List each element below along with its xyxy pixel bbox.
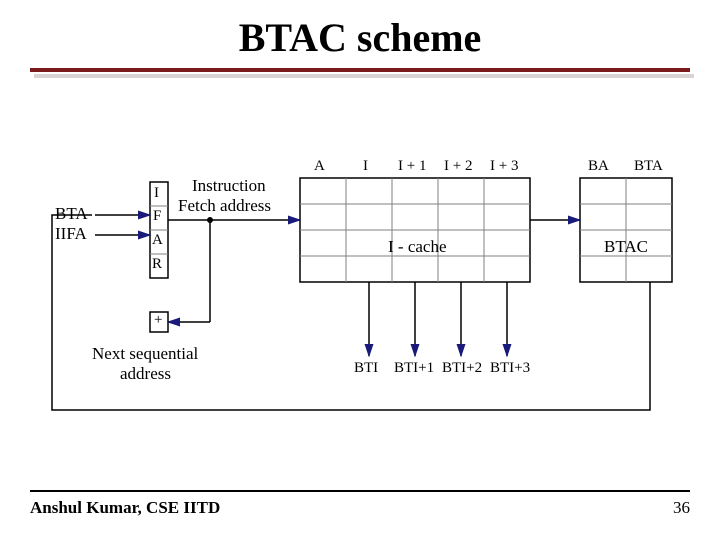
plus-label: + [154, 312, 162, 329]
icache-col-4: I + 3 [490, 158, 518, 175]
diagram-svg [0, 0, 720, 540]
bti-1: BTI+1 [394, 360, 434, 377]
btac-col-1: BTA [634, 158, 663, 175]
footer-author: Anshul Kumar, CSE IITD [30, 498, 220, 518]
btac-col-0: BA [588, 158, 609, 175]
footer-rule [30, 490, 690, 492]
next-seq-1: address [120, 364, 171, 384]
label-bta: BTA [55, 204, 88, 224]
icache-col-1: I [363, 158, 368, 175]
label-fetch-0: Instruction [192, 176, 266, 196]
ifar-letter-0: I [154, 185, 159, 202]
label-iifa: IIFA [55, 224, 87, 244]
bti-2: BTI+2 [442, 360, 482, 377]
ifar-letter-2: A [152, 232, 163, 249]
icache-col-2: I + 1 [398, 158, 426, 175]
footer-page: 36 [673, 498, 690, 518]
bti-3: BTI+3 [490, 360, 530, 377]
bti-0: BTI [354, 360, 378, 377]
ifar-letter-1: F [153, 208, 161, 225]
label-fetch-1: Fetch address [178, 196, 271, 216]
icache-col-0: A [314, 158, 325, 175]
btac-title: BTAC [604, 237, 648, 257]
next-seq-0: Next sequential [92, 344, 198, 364]
ifar-letter-3: R [152, 256, 162, 273]
icache-title: I - cache [388, 237, 447, 257]
icache-col-3: I + 2 [444, 158, 472, 175]
